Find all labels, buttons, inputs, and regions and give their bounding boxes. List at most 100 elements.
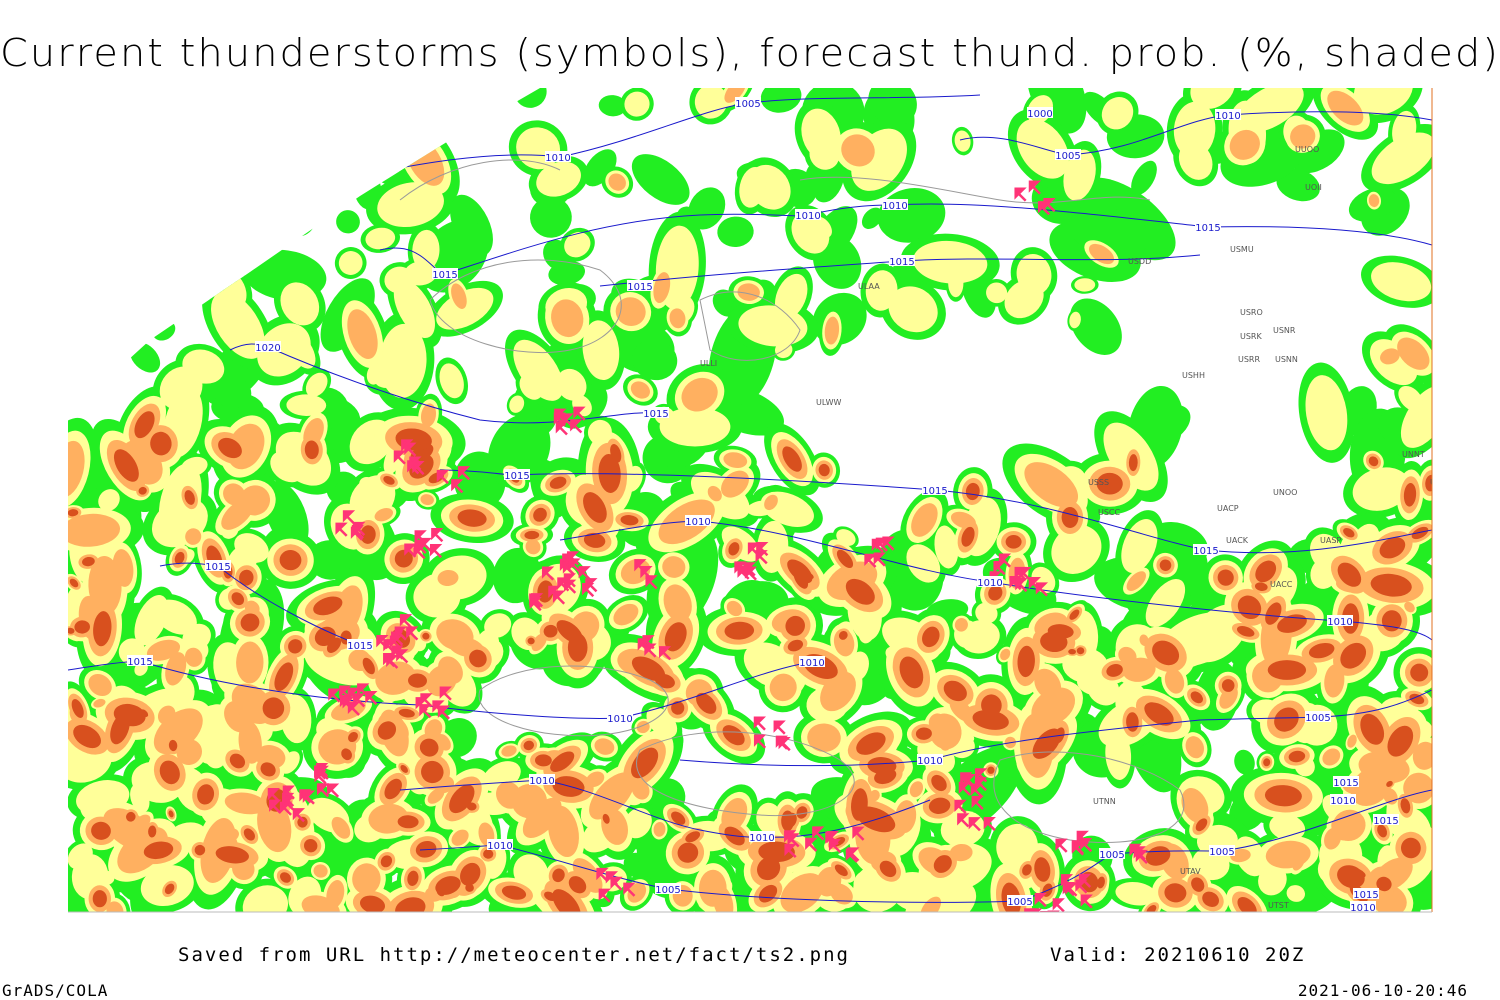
shade-blob: [314, 626, 336, 647]
shade-blob: [608, 173, 626, 191]
shade-blob: [1376, 876, 1392, 892]
shade-blob: [1000, 648, 1011, 661]
shade-blob: [511, 783, 547, 819]
shade-blob: [331, 816, 351, 839]
isobar-label: 1000: [1027, 109, 1052, 120]
shade-blob: [824, 316, 840, 345]
shade-blob: [1131, 160, 1157, 196]
shade-blob: [280, 872, 291, 883]
thunderstorm-symbol: [401, 439, 414, 454]
thunderstorm-symbol: [1080, 894, 1093, 909]
isobar-label: 1010: [749, 833, 774, 844]
shade-blob: [88, 673, 112, 697]
isobar-label: 1015: [1373, 816, 1398, 827]
shade-blob: [550, 751, 575, 772]
shade-blob: [82, 556, 95, 567]
thunderstorm-symbol: [845, 848, 859, 863]
shade-blob: [332, 585, 363, 637]
shade-blob: [1343, 527, 1355, 538]
shade-blob: [362, 657, 375, 675]
isobar-label-bg: [1099, 848, 1125, 859]
shade-blob: [624, 91, 650, 117]
shade-blob: [509, 395, 525, 413]
shade-blob: [664, 622, 687, 652]
isobar-label: 1010: [1330, 796, 1355, 807]
shade-blob: [436, 619, 474, 651]
thunderstorm-symbol: [302, 790, 316, 805]
shade-blob: [954, 618, 968, 632]
shade-blob: [1004, 279, 1044, 319]
shade-blob: [610, 443, 622, 463]
shade-blob: [380, 855, 393, 868]
shade-blob: [439, 363, 464, 399]
thunderstorm-symbol: [282, 792, 295, 807]
shade-blob: [631, 154, 690, 205]
shade-blob: [1331, 819, 1349, 841]
thunderstorm-symbol: [393, 450, 407, 465]
shade-blob: [724, 621, 755, 640]
shade-blob: [435, 733, 451, 751]
shade-blob: [140, 709, 149, 718]
shade-blob: [961, 526, 975, 547]
thunderstorm-symbol: [623, 882, 636, 897]
shade-blob: [1409, 693, 1425, 705]
shade-blob: [182, 349, 225, 384]
shade-blob: [68, 513, 121, 547]
shade-blob: [1024, 462, 1079, 508]
shade-blob: [671, 811, 686, 825]
shade-blob: [630, 381, 650, 399]
shade-blob: [240, 613, 260, 632]
isobar-label: 1010: [917, 756, 942, 767]
thunderstorm-symbol: [335, 522, 348, 537]
isobar-label-bg: [529, 774, 555, 785]
shade-blob: [180, 456, 208, 477]
isobar-label: 1015: [205, 562, 230, 573]
map: 1005 1010 1000 1010 1005 1010 1010 1015 1015 1015…: [68, 88, 1432, 912]
shade-blob: [146, 639, 181, 661]
shade-blob: [384, 266, 415, 294]
shade-blob: [326, 880, 345, 909]
shade-blob: [807, 723, 841, 752]
isobar-label: 1005: [1209, 847, 1234, 858]
shade-blob: [677, 842, 699, 863]
shade-blob: [375, 661, 416, 695]
shade-blob: [646, 707, 678, 738]
station-label: UTNN: [1093, 797, 1116, 806]
shade-blob: [408, 673, 427, 688]
shade-blob: [1115, 881, 1157, 906]
shade-blob: [348, 731, 358, 743]
shade-blob: [782, 446, 802, 472]
isobar-label: 1005: [1055, 151, 1080, 162]
thunderstorm-symbol: [1071, 840, 1085, 855]
shade-blob: [422, 632, 430, 640]
thunderstorm-symbol: [658, 646, 672, 661]
shade-blob: [1292, 848, 1307, 871]
isobar-label: 1015: [1353, 890, 1378, 901]
shade-blob: [457, 509, 487, 527]
shade-blob: [1352, 467, 1410, 511]
source-note: Saved from URL http://meteocenter.net/fa…: [178, 944, 850, 966]
shade-blob: [861, 207, 883, 229]
shade-blob: [98, 489, 120, 512]
shade-blob: [466, 802, 477, 811]
shade-blob: [726, 600, 743, 617]
shade-blob: [820, 671, 856, 712]
thunderstorm-symbol: [414, 539, 427, 554]
shade-blob: [552, 776, 585, 797]
thunderstorm-symbol: [347, 701, 361, 716]
shade-blob: [888, 286, 938, 333]
shade-blob: [756, 802, 782, 834]
shade-blob: [143, 841, 174, 860]
shade-blob: [1178, 141, 1213, 180]
shade-blob: [1305, 375, 1348, 451]
shade-blob: [460, 862, 481, 886]
shade-blob: [856, 732, 886, 755]
shade-blob: [1403, 483, 1417, 507]
thunderstorm-symbol: [357, 683, 370, 698]
isobar-label: 1015: [1193, 546, 1218, 557]
shade-blob: [286, 394, 327, 417]
station-label: USNN: [1275, 355, 1298, 364]
shade-blob: [685, 831, 701, 843]
thunderstorm-symbol: [1015, 578, 1028, 593]
